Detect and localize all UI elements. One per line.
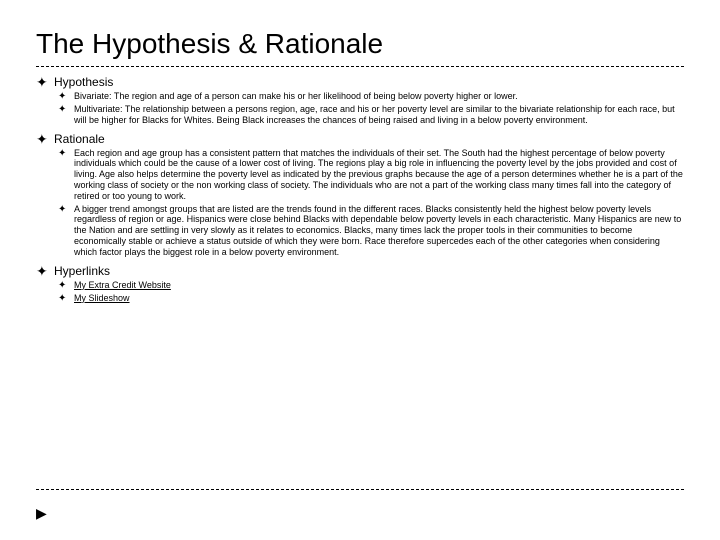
list-item: ✦ Each region and age group has a consis… <box>58 148 684 202</box>
list-item: ✦ A bigger trend amongst groups that are… <box>58 204 684 258</box>
slide: The Hypothesis & Rationale ✦ Hypothesis … <box>0 0 720 540</box>
list-item: ✦ Bivariate: The region and age of a per… <box>58 91 684 102</box>
bullet-icon: ✦ <box>58 148 74 159</box>
footer-divider <box>36 489 684 490</box>
next-arrow-icon[interactable]: ▶ <box>36 505 47 522</box>
title-divider <box>36 66 684 67</box>
hyperlinks-label: Hyperlinks <box>54 264 110 278</box>
hypothesis-heading: ✦ Hypothesis <box>36 75 684 89</box>
hypothesis-item-1: Multivariate: The relationship between a… <box>74 104 684 126</box>
rationale-label: Rationale <box>54 132 105 146</box>
bullet-icon: ✦ <box>36 264 54 278</box>
bullet-icon: ✦ <box>58 280 74 291</box>
hyperlinks-heading: ✦ Hyperlinks <box>36 264 684 278</box>
list-item: ✦ My Slideshow <box>58 293 684 304</box>
hypothesis-label: Hypothesis <box>54 75 113 89</box>
bullet-icon: ✦ <box>36 132 54 146</box>
bullet-icon: ✦ <box>58 104 74 115</box>
bullet-icon: ✦ <box>58 204 74 215</box>
bullet-icon: ✦ <box>58 293 74 304</box>
list-item: ✦ My Extra Credit Website <box>58 280 684 291</box>
link-slideshow[interactable]: My Slideshow <box>74 293 130 303</box>
section-rationale: ✦ Rationale ✦ Each region and age group … <box>36 132 684 258</box>
section-hyperlinks: ✦ Hyperlinks ✦ My Extra Credit Website ✦… <box>36 264 684 304</box>
section-hypothesis: ✦ Hypothesis ✦ Bivariate: The region and… <box>36 75 684 126</box>
rationale-item-0: Each region and age group has a consiste… <box>74 148 684 202</box>
hypothesis-item-0: Bivariate: The region and age of a perso… <box>74 91 518 102</box>
bullet-icon: ✦ <box>58 91 74 102</box>
rationale-item-1: A bigger trend amongst groups that are l… <box>74 204 684 258</box>
rationale-heading: ✦ Rationale <box>36 132 684 146</box>
list-item: ✦ Multivariate: The relationship between… <box>58 104 684 126</box>
slide-title: The Hypothesis & Rationale <box>36 28 684 60</box>
bullet-icon: ✦ <box>36 75 54 89</box>
link-extra-credit[interactable]: My Extra Credit Website <box>74 280 171 290</box>
